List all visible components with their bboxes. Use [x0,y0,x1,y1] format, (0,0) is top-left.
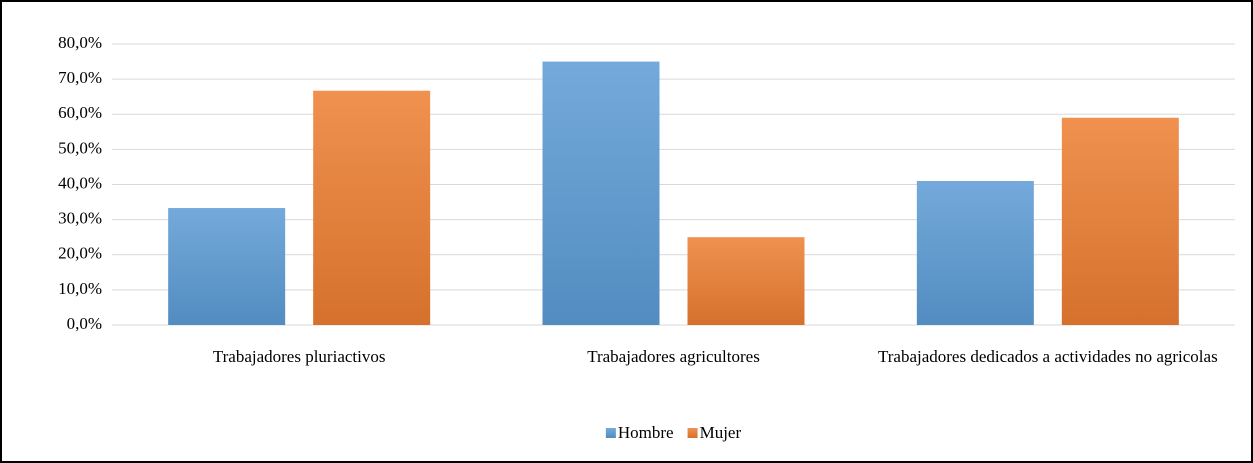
bar [916,180,1034,325]
bar [168,208,286,325]
x-tick-label: Trabajadores dedicados a actividades no … [877,347,1218,366]
bar [313,90,431,325]
legend-swatch [687,428,698,438]
bar [542,61,660,325]
bar [1061,117,1179,325]
legend-swatch [605,428,616,438]
x-tick-label: Trabajadores pluriactivos [212,347,386,366]
y-tick-label: 80,0% [58,33,102,52]
y-tick-label: 60,0% [58,103,102,122]
legend-label: Mujer [700,423,742,442]
legend-label: Hombre [618,423,674,442]
x-tick-label: Trabajadores agricultores [587,347,760,366]
y-tick-label: 50,0% [58,138,102,157]
y-tick-label: 10,0% [58,279,102,298]
y-tick-label: 20,0% [58,244,102,263]
y-tick-label: 70,0% [58,68,102,87]
y-tick-label: 30,0% [58,209,102,228]
y-tick-label: 40,0% [58,173,102,192]
y-tick-label: 0,0% [67,314,102,333]
bar [687,237,805,325]
